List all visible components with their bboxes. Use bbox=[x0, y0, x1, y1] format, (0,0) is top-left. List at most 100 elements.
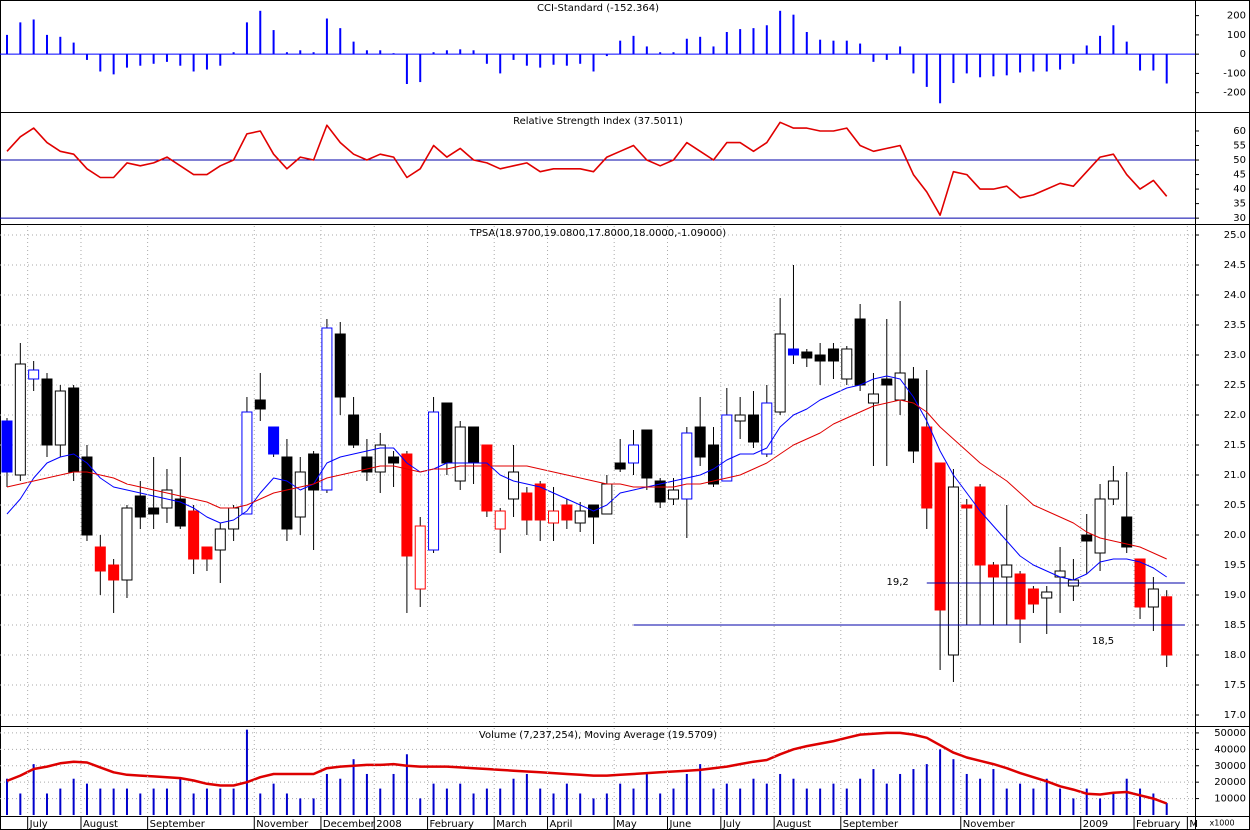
y-tick-label: 40000 bbox=[1214, 744, 1246, 755]
candle-body bbox=[548, 510, 560, 524]
candle-body bbox=[1, 420, 13, 473]
bar bbox=[485, 788, 488, 815]
bar bbox=[512, 778, 515, 815]
candle-body bbox=[414, 525, 426, 590]
bar bbox=[699, 36, 702, 55]
bar bbox=[59, 36, 62, 55]
bar bbox=[1019, 54, 1022, 73]
bar bbox=[659, 52, 662, 55]
bar bbox=[979, 778, 982, 815]
bar bbox=[872, 54, 875, 62]
candle-body bbox=[534, 483, 546, 521]
y-tick-label: -100 bbox=[1223, 68, 1246, 79]
y-tick-label: 30 bbox=[1233, 213, 1246, 224]
y-tick-label: 18.5 bbox=[1224, 620, 1246, 631]
bar bbox=[392, 53, 395, 55]
bar bbox=[845, 788, 848, 815]
bar bbox=[339, 28, 342, 55]
bar bbox=[272, 783, 275, 815]
bar bbox=[1165, 54, 1168, 84]
bar bbox=[205, 54, 208, 70]
y-tick-label: 22.0 bbox=[1224, 410, 1246, 421]
candle-body bbox=[814, 354, 826, 362]
candle-body bbox=[601, 483, 613, 515]
bar bbox=[725, 783, 728, 815]
bar bbox=[779, 773, 782, 815]
bar bbox=[952, 759, 955, 815]
bar bbox=[179, 778, 182, 815]
y-tick-label: 20.0 bbox=[1224, 530, 1246, 541]
bar bbox=[792, 14, 795, 55]
bar bbox=[72, 778, 75, 815]
panel-title: Relative Strength Index (37.5011) bbox=[513, 116, 683, 127]
bar bbox=[325, 18, 328, 55]
bar bbox=[285, 793, 288, 815]
bar bbox=[299, 50, 302, 55]
candle-body bbox=[827, 348, 839, 362]
x-tick-label: September bbox=[843, 819, 899, 830]
bar bbox=[565, 783, 568, 815]
bar bbox=[325, 773, 328, 815]
bar bbox=[819, 788, 822, 815]
bar bbox=[885, 783, 888, 815]
candle-body bbox=[481, 444, 493, 512]
annotation-label: 19,2 bbox=[887, 577, 909, 588]
bar bbox=[939, 749, 942, 815]
bar bbox=[1125, 41, 1128, 55]
bar bbox=[1019, 783, 1022, 815]
bar bbox=[832, 40, 835, 55]
annotation-label: 18,5 bbox=[1092, 636, 1114, 647]
bar bbox=[139, 54, 142, 66]
bar bbox=[259, 793, 262, 815]
bar bbox=[19, 793, 22, 815]
y-tick-label: 200 bbox=[1227, 11, 1246, 22]
bar bbox=[299, 798, 302, 815]
bar bbox=[1165, 803, 1168, 815]
bar bbox=[365, 773, 368, 815]
candle-body bbox=[228, 507, 240, 530]
y-tick-label: 19.5 bbox=[1224, 560, 1246, 571]
candle-body bbox=[241, 411, 253, 515]
bar bbox=[992, 769, 995, 815]
bar bbox=[1099, 798, 1102, 815]
moving-average bbox=[6, 731, 1168, 805]
y-tick-label: 50 bbox=[1233, 155, 1246, 166]
bar bbox=[672, 52, 675, 55]
bar bbox=[605, 54, 608, 57]
candle-body bbox=[681, 432, 693, 500]
y-tick-label: 55 bbox=[1233, 141, 1246, 152]
candle-body bbox=[801, 351, 813, 359]
bar bbox=[925, 54, 928, 87]
bar bbox=[165, 788, 168, 815]
candle-body bbox=[867, 393, 879, 404]
bar bbox=[965, 54, 968, 74]
x-tick-label: April bbox=[550, 819, 573, 830]
candle-body bbox=[641, 429, 653, 479]
bar bbox=[232, 52, 235, 55]
moving-average bbox=[6, 399, 1167, 560]
candle-body bbox=[747, 414, 759, 443]
candle-body bbox=[1107, 480, 1119, 500]
candle-body bbox=[201, 546, 213, 560]
bar bbox=[819, 39, 822, 55]
bar bbox=[699, 764, 702, 815]
bar bbox=[1005, 54, 1008, 76]
y-tick-label: 10000 bbox=[1214, 794, 1246, 805]
bar bbox=[1085, 45, 1088, 55]
bar bbox=[1152, 54, 1155, 71]
candle-body bbox=[854, 318, 866, 386]
bar bbox=[125, 54, 128, 68]
y-tick-label: 23.5 bbox=[1224, 320, 1246, 331]
candle-body bbox=[574, 510, 586, 524]
bar bbox=[1112, 25, 1115, 55]
bar bbox=[739, 788, 742, 815]
bar bbox=[365, 50, 368, 55]
bar bbox=[925, 764, 928, 815]
x-tick-label: 2008 bbox=[376, 819, 401, 830]
bar bbox=[619, 40, 622, 55]
bar bbox=[85, 54, 88, 60]
bar bbox=[579, 54, 582, 64]
bar bbox=[659, 793, 662, 815]
y-tick-label: 30000 bbox=[1214, 761, 1246, 772]
candle-body bbox=[761, 402, 773, 455]
